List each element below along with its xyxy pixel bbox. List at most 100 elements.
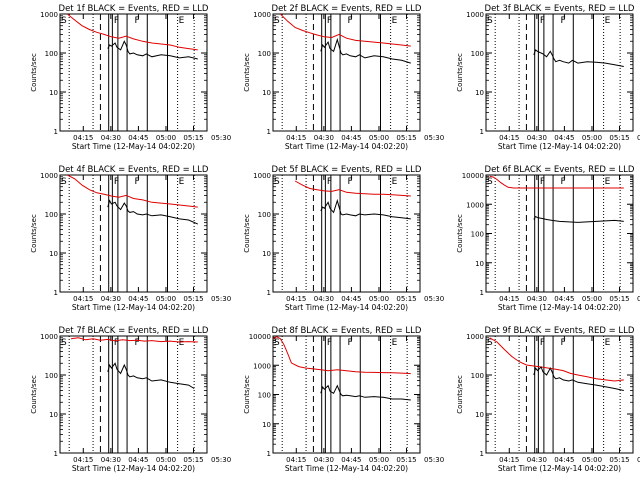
y-tick-label: 10 [475, 260, 484, 268]
reference-lines [68, 175, 195, 292]
x-tick-label: 05:15 [396, 295, 416, 303]
lld-series-line [67, 175, 198, 208]
x-tick-label: 04:45 [128, 295, 148, 303]
x-tick-label: 04:15 [286, 134, 306, 142]
x-tick-label: 04:30 [314, 456, 334, 464]
phase-marker: F [135, 16, 140, 26]
phase-marker: E [179, 338, 185, 348]
phase-marker: F [327, 338, 332, 348]
reference-lines [494, 336, 621, 453]
x-tick-label: 05:30 [637, 456, 640, 464]
reference-lines [494, 14, 621, 131]
phase-marker: E [605, 177, 611, 187]
y-tick-label: 1000 [466, 333, 484, 341]
phase-marker: E [605, 338, 611, 348]
x-tick-label: 05:30 [211, 134, 231, 142]
phase-marker: S [274, 177, 280, 187]
phase-marker: E [179, 177, 185, 187]
phase-marker: F [540, 16, 545, 26]
plot-frame [59, 335, 208, 454]
y-tick-label: 100 [45, 372, 58, 380]
phase-marker: S [487, 177, 493, 187]
x-tick-label: 04:15 [499, 134, 519, 142]
phase-marker: S [61, 177, 67, 187]
x-tick-label: 04:45 [554, 295, 574, 303]
y-tick-label: 100 [471, 231, 484, 239]
lld-series-line [489, 337, 624, 382]
y-tick-label: 1 [54, 450, 58, 458]
y-tick-label: 10 [49, 89, 58, 97]
y-axis-label: Counts/sec [456, 53, 464, 92]
detector-panel-4: Det 4f BLACK = Events, RED = LLD 1 10 100 10… [30, 165, 231, 312]
phase-marker: F [327, 177, 332, 187]
detector-panel-7: Det 7f BLACK = Events, RED = LLD 1 10 100 10… [30, 326, 231, 473]
lld-series-line [66, 14, 198, 51]
y-tick-label: 10000 [462, 172, 484, 180]
phase-marker: S [61, 16, 67, 26]
phase-marker: F [540, 177, 545, 187]
detector-panel-3: Det 3f BLACK = Events, RED = LLD 1 10 100 10… [456, 4, 640, 151]
x-tick-label: 04:30 [527, 456, 547, 464]
x-tick-label: 05:00 [582, 456, 602, 464]
x-tick-label: 05:15 [183, 456, 203, 464]
panel-title: Det 7f BLACK = Events, RED = LLD [59, 326, 209, 336]
events-series-line [107, 362, 195, 389]
phase-marker: F [540, 338, 545, 348]
x-tick-label: 04:45 [341, 456, 361, 464]
x-tick-label: 04:45 [341, 134, 361, 142]
x-axis-label: Start Time (12-May-14 04:02:20) [72, 142, 195, 151]
x-tick-label: 04:45 [128, 134, 148, 142]
y-tick-label: 100 [471, 50, 484, 58]
x-tick-label: 05:15 [396, 134, 416, 142]
panel-title: Det 9f BLACK = Events, RED = LLD [485, 326, 635, 336]
y-tick-label: 1 [480, 128, 484, 136]
events-series-line [533, 366, 624, 391]
x-axis-label: Start Time (12-May-14 04:02:20) [72, 464, 195, 473]
panel-title: Det 8f BLACK = Events, RED = LLD [272, 326, 422, 336]
panel-title: Det 5f BLACK = Events, RED = LLD [272, 165, 422, 175]
phase-marker: F [348, 338, 353, 348]
x-tick-label: 04:15 [286, 456, 306, 464]
panel-title: Det 2f BLACK = Events, RED = LLD [272, 4, 422, 14]
detector-panel-6: Det 6f BLACK = Events, RED = LLD 1 10 100 10… [456, 165, 640, 312]
x-tick-label: 04:30 [101, 134, 121, 142]
plot-frame [272, 13, 421, 132]
panel-title: Det 1f BLACK = Events, RED = LLD [59, 4, 209, 14]
x-tick-label: 05:30 [424, 456, 444, 464]
x-tick-label: 04:15 [73, 134, 93, 142]
phase-marker: E [392, 16, 398, 26]
y-tick-label: 100 [258, 50, 271, 58]
phase-marker: E [392, 338, 398, 348]
phase-marker: F [561, 177, 566, 187]
y-axis-label: Counts/sec [243, 375, 251, 414]
x-tick-label: 05:00 [156, 134, 176, 142]
x-tick-label: 05:15 [609, 456, 629, 464]
y-tick-label: 100 [258, 211, 271, 219]
phase-marker: E [179, 16, 185, 26]
phase-marker: F [561, 16, 566, 26]
detector-panel-8: Det 8f BLACK = Events, RED = LLD 1 10 100 10… [243, 326, 444, 473]
x-tick-label: 05:15 [183, 295, 203, 303]
y-tick-label: 1 [480, 450, 484, 458]
x-tick-label: 05:00 [582, 134, 602, 142]
plot-frame [272, 174, 421, 293]
plot-frame [59, 13, 208, 132]
y-tick-label: 10 [475, 89, 484, 97]
y-tick-label: 100 [45, 211, 58, 219]
y-tick-label: 1 [54, 289, 58, 297]
plot-frame [485, 335, 634, 454]
x-tick-label: 05:00 [582, 295, 602, 303]
phase-marker: E [392, 177, 398, 187]
x-tick-label: 05:00 [369, 456, 389, 464]
y-tick-label: 1 [54, 128, 58, 136]
phase-marker: S [487, 338, 493, 348]
x-tick-label: 04:30 [314, 295, 334, 303]
y-axis-label: Counts/sec [243, 214, 251, 253]
events-series-line [107, 40, 198, 60]
x-tick-label: 04:30 [101, 456, 121, 464]
detector-panel-5: Det 5f BLACK = Events, RED = LLD 1 10 100 10… [243, 165, 444, 312]
y-axis-label: Counts/sec [243, 53, 251, 92]
reference-lines [68, 14, 195, 131]
panel-title: Det 4f BLACK = Events, RED = LLD [59, 165, 209, 175]
